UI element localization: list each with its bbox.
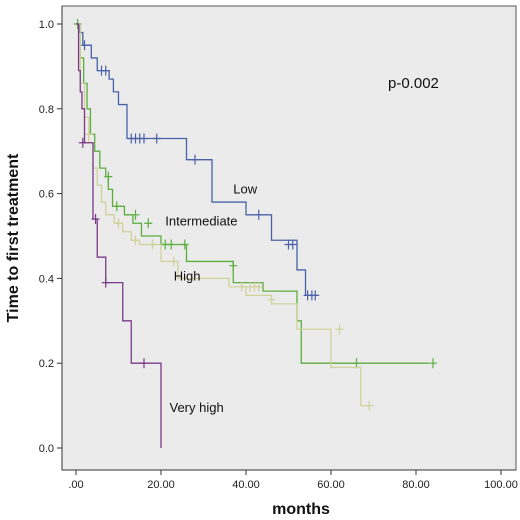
x-tick-label: 60.00: [317, 479, 345, 491]
censor-mark-intermediate: [144, 218, 153, 229]
censor-mark-very-high: [101, 277, 110, 288]
x-tick-label: 40.00: [232, 479, 260, 491]
y-tick-label: 0.2: [39, 358, 54, 370]
censor-mark-low: [152, 133, 161, 144]
axes: 0.0 0.2 0.4 0.6 0.8 1.0 .00 20.00 40.00 60.00 80.0…: [39, 6, 518, 491]
censor-mark-high: [84, 129, 93, 140]
series-very-high: [76, 23, 162, 448]
censor-mark-high: [148, 239, 157, 250]
censor-mark-very-high: [91, 214, 100, 225]
censor-mark-high: [254, 281, 263, 292]
series-intermediate: [73, 19, 437, 369]
censor-mark-intermediate: [112, 201, 121, 212]
censor-mark-intermediate: [167, 239, 176, 250]
y-tick-label: 0.4: [39, 273, 54, 285]
x-tick-label: 80.00: [402, 479, 430, 491]
censor-mark-intermediate: [131, 209, 140, 220]
y-tick-label: 0.6: [39, 189, 54, 201]
censor-mark-very-high: [78, 137, 87, 148]
censor-mark-high: [335, 324, 344, 335]
censor-mark-intermediate: [180, 239, 189, 250]
labels-layer: Low Intermediate High Very high: [165, 182, 257, 415]
censor-mark-high: [114, 218, 123, 229]
p-value-annotation: p-0.002: [388, 75, 439, 92]
censor-mark-high: [267, 294, 276, 305]
series-low: [76, 23, 320, 301]
x-tick-label: 100.00: [484, 479, 518, 491]
censor-mark-high: [169, 256, 178, 267]
censor-mark-very-high: [140, 358, 148, 369]
censor-mark-low: [191, 154, 199, 165]
curve-label-high: High: [174, 269, 201, 284]
censor-mark-intermediate: [229, 260, 238, 271]
censor-mark-high: [365, 400, 374, 411]
curve-label-low: Low: [233, 182, 257, 197]
censor-mark-low: [80, 40, 89, 51]
x-tick-label: 20.00: [147, 479, 175, 491]
y-tick-label: 1.0: [39, 19, 54, 31]
curve-label-intermediate: Intermediate: [165, 213, 237, 228]
plot-area: [61, 5, 517, 471]
x-axis-title: months: [272, 501, 330, 518]
censor-mark-high: [237, 281, 246, 292]
censor-mark-low: [140, 133, 148, 144]
y-tick-label: 0.8: [39, 104, 54, 116]
y-tick-label: 0.0: [39, 443, 54, 455]
censor-mark-intermediate: [429, 358, 437, 369]
censor-mark-low: [101, 65, 110, 76]
censor-mark-low: [254, 209, 263, 220]
censor-mark-high: [131, 235, 140, 246]
curve-label-very-high: Very high: [170, 400, 224, 415]
censor-mark-intermediate: [352, 358, 361, 369]
curve-low: [76, 23, 319, 297]
series-layer: [73, 19, 437, 448]
x-tick-label: .00: [68, 479, 83, 491]
censor-mark-intermediate: [104, 171, 113, 182]
censor-mark-low: [288, 239, 297, 250]
censor-mark-low: [311, 290, 320, 301]
y-axis-title: Time to first treatment: [5, 153, 22, 322]
